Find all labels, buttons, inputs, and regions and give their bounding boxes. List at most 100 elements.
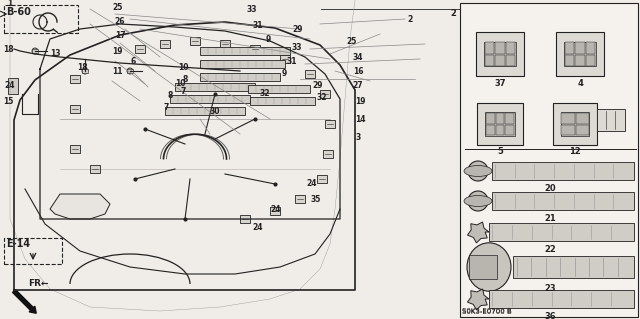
- Text: 29: 29: [292, 25, 303, 33]
- Text: 20: 20: [545, 184, 556, 193]
- Bar: [250, 97, 315, 105]
- Ellipse shape: [127, 68, 133, 74]
- Bar: [135, 45, 145, 53]
- Bar: [489, 290, 634, 308]
- Text: 30: 30: [210, 107, 220, 115]
- Bar: [270, 207, 280, 215]
- Text: 19: 19: [112, 47, 122, 56]
- Text: 7: 7: [163, 103, 168, 113]
- Bar: [586, 55, 595, 66]
- Bar: [8, 78, 18, 94]
- Text: FR←: FR←: [28, 278, 48, 287]
- Bar: [564, 42, 596, 66]
- Bar: [506, 124, 515, 135]
- Bar: [553, 103, 597, 145]
- Text: 24: 24: [253, 222, 263, 232]
- Bar: [82, 69, 88, 73]
- Text: 19: 19: [355, 97, 365, 106]
- Text: 4: 4: [577, 79, 583, 88]
- Bar: [317, 175, 327, 183]
- Text: 27: 27: [353, 81, 364, 91]
- Text: 22: 22: [545, 245, 556, 254]
- Text: 17: 17: [115, 32, 125, 41]
- Ellipse shape: [468, 161, 488, 181]
- Ellipse shape: [82, 68, 88, 74]
- Text: 26: 26: [115, 17, 125, 26]
- Ellipse shape: [467, 243, 511, 291]
- Bar: [160, 40, 170, 48]
- Text: 34: 34: [353, 53, 364, 62]
- Text: 9: 9: [282, 70, 287, 78]
- Text: 15: 15: [3, 97, 13, 106]
- Bar: [506, 42, 515, 54]
- Text: 24: 24: [271, 204, 281, 213]
- Bar: [90, 165, 100, 173]
- Text: 29: 29: [312, 81, 323, 91]
- Bar: [586, 42, 595, 54]
- Ellipse shape: [464, 166, 492, 176]
- Bar: [575, 113, 589, 123]
- Bar: [556, 32, 604, 76]
- Polygon shape: [467, 222, 489, 243]
- Bar: [305, 70, 315, 78]
- Bar: [320, 90, 330, 98]
- Text: 1: 1: [8, 0, 13, 8]
- Bar: [506, 113, 515, 123]
- Text: 8: 8: [182, 75, 188, 84]
- Bar: [127, 69, 133, 73]
- Bar: [323, 150, 333, 158]
- Text: 7: 7: [180, 86, 186, 95]
- Bar: [492, 192, 634, 210]
- Text: 13: 13: [50, 49, 60, 58]
- Text: 18: 18: [3, 44, 13, 54]
- Text: 6: 6: [131, 56, 136, 65]
- Bar: [200, 60, 285, 68]
- Bar: [506, 55, 515, 66]
- Text: 33: 33: [247, 4, 257, 13]
- Bar: [240, 215, 250, 223]
- Bar: [561, 113, 589, 136]
- Ellipse shape: [32, 48, 38, 54]
- Bar: [70, 145, 80, 153]
- Bar: [175, 83, 255, 91]
- Text: 25: 25: [347, 36, 357, 46]
- Text: B-60: B-60: [6, 7, 31, 17]
- Bar: [325, 120, 335, 128]
- Text: 37: 37: [494, 79, 506, 88]
- Bar: [495, 55, 505, 66]
- Text: 21: 21: [545, 214, 556, 223]
- Bar: [485, 113, 515, 136]
- Text: S0K3-E0700 B: S0K3-E0700 B: [462, 309, 512, 315]
- Polygon shape: [50, 194, 110, 219]
- Text: 3: 3: [355, 132, 360, 142]
- Text: S0K3-E0700 B: S0K3-E0700 B: [462, 308, 512, 314]
- Bar: [492, 162, 634, 180]
- Bar: [489, 223, 634, 241]
- Text: 8: 8: [168, 92, 173, 100]
- Bar: [469, 255, 497, 279]
- Bar: [190, 37, 200, 45]
- Bar: [476, 32, 524, 76]
- Text: 31: 31: [287, 56, 298, 65]
- Bar: [495, 124, 504, 135]
- Bar: [70, 75, 80, 83]
- Bar: [170, 95, 250, 103]
- FancyArrow shape: [13, 290, 36, 313]
- Bar: [484, 42, 516, 66]
- Bar: [565, 42, 574, 54]
- Text: 16: 16: [353, 66, 364, 76]
- Text: E-14: E-14: [6, 239, 30, 249]
- Bar: [280, 55, 290, 63]
- Ellipse shape: [464, 196, 492, 206]
- Bar: [575, 124, 589, 135]
- Bar: [575, 42, 585, 54]
- Text: 33: 33: [292, 42, 303, 51]
- Bar: [513, 256, 634, 278]
- Text: 32: 32: [260, 90, 270, 99]
- Bar: [486, 113, 495, 123]
- Text: 10: 10: [178, 63, 188, 71]
- Bar: [575, 55, 585, 66]
- Bar: [250, 45, 260, 53]
- Text: 36: 36: [545, 312, 556, 319]
- Bar: [485, 42, 494, 54]
